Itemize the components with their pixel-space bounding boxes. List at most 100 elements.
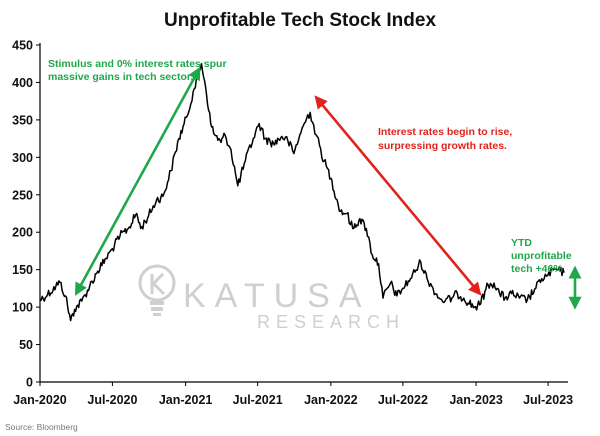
data-point	[420, 262, 421, 263]
data-point	[210, 123, 211, 124]
data-point	[178, 138, 179, 139]
source-note: Source: Bloomberg	[5, 422, 78, 432]
data-point	[306, 118, 307, 119]
data-point	[352, 228, 353, 229]
data-point	[527, 299, 528, 300]
x-tick-label: Jul-2020	[87, 393, 137, 407]
x-tick-label: Jan-2022	[304, 393, 358, 407]
data-point	[410, 278, 411, 279]
data-point	[187, 116, 188, 117]
annotation-text: Stimulus and 0% interest rates spur massi…	[48, 58, 227, 83]
y-tick-label: 400	[12, 76, 33, 90]
y-tick-label: 200	[12, 226, 33, 240]
annotation-line: massive gains in tech sector.	[48, 71, 193, 83]
x-tick-label: Jan-2020	[13, 393, 67, 407]
data-point	[273, 143, 274, 144]
data-point	[265, 138, 266, 139]
data-point	[293, 153, 294, 154]
data-point	[445, 301, 446, 302]
data-point	[346, 213, 347, 214]
lightbulb-logo-icon	[138, 264, 176, 316]
data-point	[119, 235, 120, 236]
data-point	[396, 295, 397, 296]
x-tick-label: Jul-2021	[233, 393, 283, 407]
data-point	[253, 138, 254, 139]
data-point	[402, 288, 403, 289]
data-point	[140, 228, 141, 229]
growth-arrow	[74, 66, 201, 296]
annotation-line: YTD	[511, 237, 532, 249]
data-point	[47, 294, 48, 295]
y-tick-label: 50	[19, 338, 33, 352]
data-point	[451, 298, 452, 299]
data-point	[316, 134, 317, 135]
data-point	[366, 228, 367, 229]
chart-title: Unprofitable Tech Stock Index	[164, 10, 436, 31]
data-point	[493, 283, 494, 284]
data-point	[55, 286, 56, 287]
data-point	[89, 286, 90, 287]
data-point	[505, 298, 506, 299]
annotation-text: Interest rates begin to rise, surpressing…	[378, 126, 512, 152]
x-tick-label: Jul-2022	[378, 393, 428, 407]
annotation-line: unprofitable	[511, 250, 572, 262]
annotation-line: surpressing growth rates.	[378, 140, 507, 152]
y-tick-label: 350	[12, 113, 33, 127]
data-point	[237, 185, 238, 186]
data-point	[359, 218, 360, 219]
y-tick-label: 450	[12, 39, 33, 53]
data-point	[541, 278, 542, 279]
data-point	[81, 301, 82, 302]
data-point	[170, 170, 171, 171]
y-tick-label: 0	[26, 376, 33, 390]
data-point	[259, 123, 260, 124]
data-point	[340, 211, 341, 212]
data-point	[463, 298, 464, 299]
data-point	[433, 288, 434, 289]
y-tick-label: 250	[12, 188, 33, 202]
data-point	[479, 304, 480, 305]
data-point	[511, 293, 512, 294]
data-point	[378, 263, 379, 264]
data-point	[245, 161, 246, 162]
x-tick-label: Jan-2021	[159, 393, 213, 407]
watermark-subtitle: RESEARCH	[257, 312, 405, 332]
data-point	[457, 293, 458, 294]
data-point	[382, 298, 383, 299]
data-point	[193, 91, 194, 92]
data-point	[105, 258, 106, 259]
data-point	[372, 254, 373, 255]
data-point	[214, 134, 215, 135]
data-point	[148, 215, 149, 216]
y-tick-label: 100	[12, 301, 33, 315]
data-point	[519, 298, 520, 299]
annotation-line: Stimulus and 0% interest rates spur	[48, 58, 227, 70]
data-point	[287, 140, 288, 141]
y-tick-label: 300	[12, 151, 33, 165]
decline-arrow	[314, 95, 482, 296]
data-point	[499, 293, 500, 294]
x-tick-label: Jan-2023	[449, 393, 503, 407]
watermark-name: KATUSA	[183, 277, 371, 315]
data-point	[230, 149, 231, 150]
annotation-text: YTD unprofitable tech +46%	[511, 237, 572, 275]
data-point	[324, 161, 325, 162]
data-point	[330, 178, 331, 179]
data-point	[59, 282, 60, 283]
annotation-layer: Stimulus and 0% interest rates spur massi…	[48, 58, 582, 310]
data-point	[205, 86, 206, 87]
data-point	[136, 213, 137, 214]
data-point	[281, 136, 282, 137]
x-tick-label: Jul-2023	[523, 393, 573, 407]
data-point	[535, 288, 536, 289]
data-point	[299, 134, 300, 135]
data-point	[162, 196, 163, 197]
axes: 0 50 100 150 200 250 300 350 400 450 Jan-2020 Jul-2…	[12, 39, 573, 408]
annotation-line: tech +46%	[511, 263, 563, 275]
data-point	[112, 248, 113, 249]
data-point	[474, 307, 475, 308]
annotation-line: Interest rates begin to rise,	[378, 126, 512, 138]
data-point	[156, 199, 157, 200]
data-point	[74, 309, 75, 310]
